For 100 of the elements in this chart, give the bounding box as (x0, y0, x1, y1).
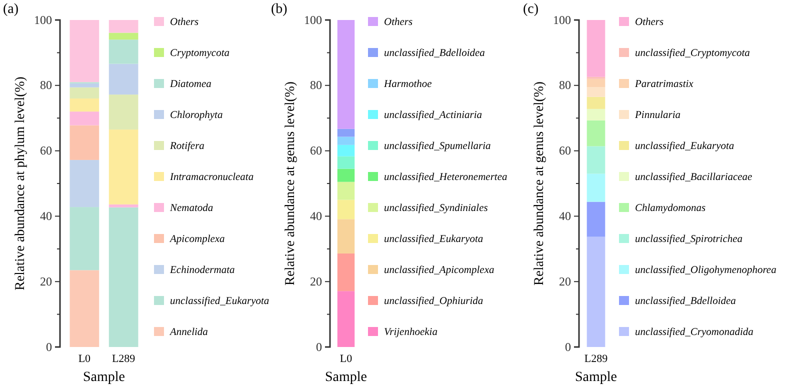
bar (108, 130, 138, 204)
bar (337, 136, 355, 145)
legend-label: unclassified_Cryptomycota (635, 48, 750, 59)
legend-label: unclassified_Syndiniales (384, 203, 488, 214)
bar (586, 146, 606, 174)
y-tick-label: 60 (310, 144, 322, 158)
bar (70, 112, 100, 126)
bar (586, 78, 606, 88)
legend-label: unclassified_Ophiurida (384, 296, 484, 307)
bar (108, 40, 138, 64)
legend-label: unclassified_Spirotrichea (635, 234, 743, 245)
y-axis-title: Relative abundance at genus level(%) (282, 82, 297, 286)
bar (70, 125, 100, 160)
bar (70, 98, 100, 112)
bar (70, 160, 100, 208)
legend-label: Annelida (169, 327, 208, 338)
bar (337, 253, 355, 292)
y-tick-label: 0 (565, 340, 571, 354)
legend-label: unclassified_Heteronemertea (384, 172, 508, 183)
bar (108, 32, 138, 40)
y-tick-label: 0 (46, 340, 52, 354)
bar (70, 207, 100, 270)
y-tick-label: 40 (40, 209, 52, 224)
legend-label: unclassified_Actiniaria (384, 110, 482, 121)
bar (70, 270, 100, 347)
legend-label: unclassified_Apicomplexa (384, 265, 494, 276)
legend-label: unclassified_Cryomonadida (635, 327, 754, 338)
bar (586, 96, 606, 109)
y-tick-label: 80 (559, 78, 571, 92)
y-tick-label: 40 (559, 209, 571, 224)
bar (586, 120, 606, 146)
y-tick-label: 60 (40, 144, 52, 158)
bar (108, 204, 138, 208)
legend-label: Nematoda (169, 203, 214, 214)
legend-label: Intramacronucleata (169, 172, 254, 183)
bar (586, 174, 606, 202)
bar (108, 94, 138, 130)
bar (586, 108, 606, 120)
x-axis-title: Sample (575, 370, 617, 385)
bar (108, 207, 138, 347)
y-tick-label: 60 (559, 144, 571, 158)
bar (586, 87, 606, 97)
bar (70, 83, 100, 88)
bar (586, 202, 606, 237)
legend-label: unclassified_Bdelloidea (384, 48, 485, 59)
y-tick-label: 100 (553, 12, 571, 27)
bar (337, 200, 355, 220)
y-tick-label: 20 (310, 274, 322, 288)
legend-label: Rotifera (169, 141, 204, 152)
bar (70, 20, 100, 82)
y-tick-label: 0 (316, 340, 322, 354)
bar (108, 64, 138, 95)
x-tick-label: L0 (78, 353, 92, 366)
bar (108, 20, 138, 33)
legend-label: Others (384, 17, 413, 28)
legend-label: Vrijenhoekia (384, 327, 438, 338)
legend-label: Paratrimastix (634, 79, 694, 90)
legend-label: Others (170, 17, 199, 28)
bar (337, 156, 355, 169)
bar (337, 144, 355, 156)
y-tick-label: 100 (34, 12, 52, 27)
legend-label: Others (635, 17, 664, 28)
y-tick-label: 20 (559, 274, 571, 288)
legend-label: unclassified_Spumellaria (384, 141, 491, 152)
legend-label: Chlorophyta (170, 110, 223, 121)
legend-label: Pinnularia (634, 110, 681, 121)
bar (337, 20, 355, 129)
chart-title: (a) (3, 2, 19, 17)
legend-label: Apicomplexa (169, 234, 225, 245)
x-axis-title: Sample (83, 370, 125, 385)
bar (586, 236, 606, 347)
legend-label: Diatomea (169, 79, 212, 90)
bar (337, 219, 355, 254)
bar (586, 20, 606, 77)
chart-title: (b) (271, 2, 288, 17)
y-tick-label: 80 (40, 78, 52, 92)
bar (337, 291, 355, 347)
legend-label: unclassified_Eukaryota (384, 234, 484, 245)
legend-label: unclassified_Oligohymenophorea (635, 265, 776, 276)
x-tick-label: L289 (584, 353, 608, 366)
legend-label: unclassified_Bdelloidea (635, 296, 736, 307)
y-tick-label: 20 (40, 274, 52, 288)
legend-label: Cryptomycota (170, 48, 230, 59)
y-tick-label: 100 (304, 12, 322, 27)
y-tick-label: 80 (310, 78, 322, 92)
bar (70, 87, 100, 98)
bar (337, 168, 355, 182)
bar (337, 128, 355, 137)
legend-label: unclassified_Eukaryota (635, 141, 734, 152)
x-tick-label: L289 (112, 353, 136, 366)
legend-label: unclassified_Eukaryota (170, 296, 270, 307)
x-axis-title: Sample (325, 370, 367, 385)
legend-label: Chlamydomonas (635, 203, 706, 214)
legend-label: unclassified_Bacillariaceae (635, 172, 753, 183)
y-axis-title: Relative abundance at genus level(%) (531, 82, 546, 286)
legend-label: Echinodermata (169, 265, 235, 276)
y-tick-label: 40 (310, 209, 322, 224)
bar (337, 182, 355, 200)
x-tick-label: L0 (340, 353, 353, 366)
legend-label: Harmothoe (383, 79, 432, 90)
